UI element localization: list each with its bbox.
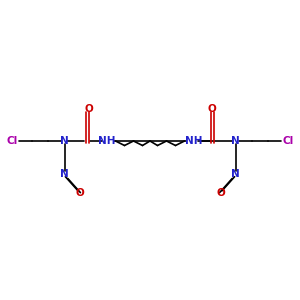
Text: N: N <box>231 169 240 179</box>
Text: Cl: Cl <box>282 136 294 146</box>
Text: N: N <box>231 136 240 146</box>
Text: O: O <box>84 104 93 115</box>
Text: N: N <box>60 169 69 179</box>
Text: O: O <box>75 188 84 199</box>
Text: NH: NH <box>185 136 202 146</box>
Text: O: O <box>216 188 225 199</box>
Text: Cl: Cl <box>6 136 18 146</box>
Text: O: O <box>207 104 216 115</box>
Text: NH: NH <box>98 136 115 146</box>
Text: N: N <box>60 136 69 146</box>
